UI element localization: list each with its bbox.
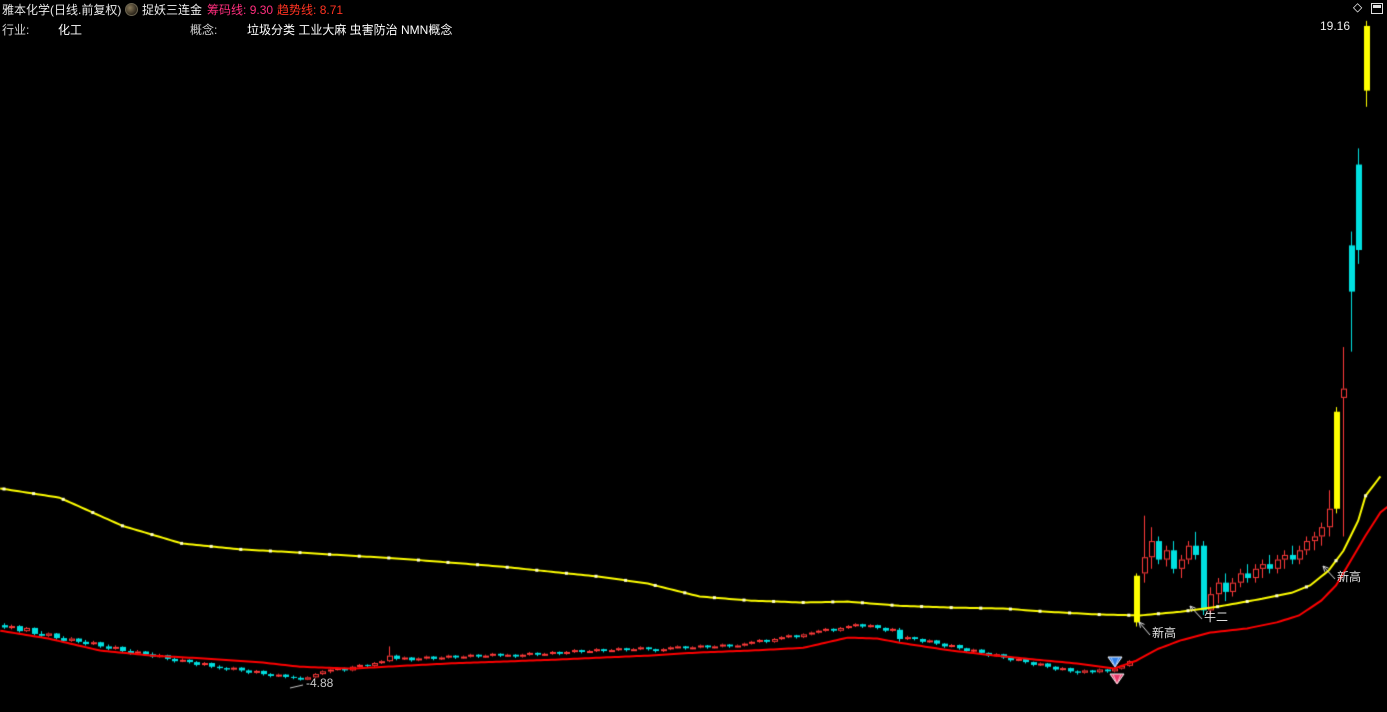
indicator-logo-icon — [125, 3, 138, 16]
concept-label: 概念: — [190, 23, 218, 37]
qushi-label: 趋势线: — [277, 3, 317, 17]
qushi-value: 8.71 — [319, 3, 344, 17]
indicator-name: 捉妖三连金 — [142, 3, 203, 17]
concept-value[interactable]: 垃圾分类 工业大麻 虫害防治 NMN概念 — [247, 23, 453, 37]
industry-value[interactable]: 化工 — [58, 23, 83, 37]
chouma-value-label: 筹码线: 9.30 — [207, 3, 273, 18]
annotation-new-high-1: 新高 — [1152, 626, 1177, 640]
label-peak-price: 19.16 — [1320, 19, 1351, 33]
industry-label: 行业: — [2, 23, 30, 37]
chouma-value: 9.30 — [249, 3, 274, 17]
annotation-niu-er: 牛二 — [1204, 610, 1229, 624]
chouma-label: 筹码线: — [207, 3, 247, 17]
corner-window-icon[interactable] — [1371, 3, 1383, 14]
annotation-low-price: -4.88 — [306, 676, 334, 690]
annotation-new-high-2: 新高 — [1337, 570, 1362, 584]
qushi-value-label: 趋势线: 8.71 — [277, 3, 343, 18]
stock-title: 雅本化学(日线.前复权) — [2, 3, 122, 17]
corner-diamond-icon[interactable]: ◇ — [1353, 0, 1363, 14]
